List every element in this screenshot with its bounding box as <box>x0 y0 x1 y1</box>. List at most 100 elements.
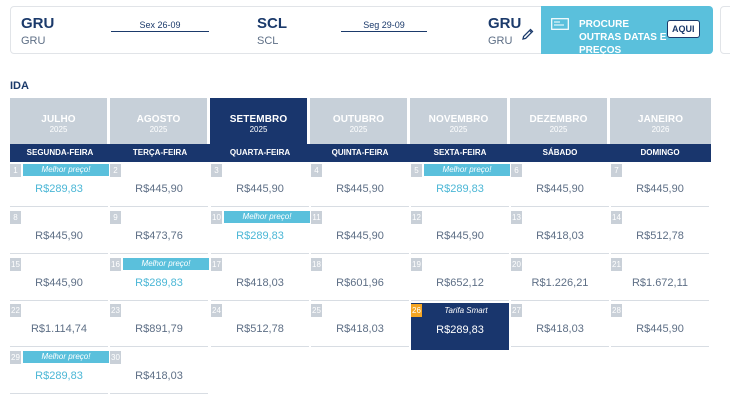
best-price-badge: Melhor preço! <box>123 258 209 270</box>
destination: SCL SCL <box>257 15 287 48</box>
fare-price: R$289,83 <box>436 183 484 195</box>
weekday-label: SEXTA-FEIRA <box>433 148 487 157</box>
next-card-edge <box>720 6 730 54</box>
day-number: 30 <box>110 351 121 364</box>
fare-price: R$512,78 <box>636 230 684 242</box>
calendar-day-cell[interactable]: 8 R$445,90 <box>10 210 108 254</box>
calendar-day-cell[interactable]: 6 R$445,90 <box>511 163 609 207</box>
day-number: 15 <box>10 258 21 271</box>
fare-price: R$289,83 <box>135 277 183 289</box>
month-name: JULHO <box>41 114 76 125</box>
calendar-day-cell[interactable]: 27 R$418,03 <box>511 303 609 347</box>
day-number: 21 <box>611 258 622 271</box>
day-number: 2 <box>110 164 121 177</box>
tab-month-janeiro[interactable]: JANEIRO 2026 <box>610 98 711 144</box>
month-year: 2025 <box>249 125 268 134</box>
calendar-day-cell[interactable]: 5 Melhor preço! R$289,83 <box>411 163 510 207</box>
calendar-day-cell[interactable]: 3 R$445,90 <box>211 163 309 207</box>
calendar-day-cell[interactable]: 17 R$418,03 <box>211 257 309 301</box>
calendar-price-icon <box>551 18 569 30</box>
calendar-day-cell[interactable]: 24 R$512,78 <box>211 303 309 347</box>
fare-price: R$445,90 <box>336 183 384 195</box>
calendar-day-cell[interactable]: 2 R$445,90 <box>110 163 208 207</box>
best-price-badge: Melhor preço! <box>23 164 109 176</box>
day-number: 7 <box>611 164 622 177</box>
calendar-day-cell[interactable]: 21 R$1.672,11 <box>611 257 709 301</box>
fare-price: R$418,03 <box>536 230 584 242</box>
calendar-day-cell[interactable]: 12 R$445,90 <box>411 210 509 254</box>
fare-price: R$1.672,11 <box>631 277 689 289</box>
best-price-badge: Melhor preço! <box>424 164 510 176</box>
weekday-header: SEGUNDA-FEIRA TERÇA-FEIRA QUARTA-FEIRA Q… <box>10 144 711 162</box>
fare-price: R$445,90 <box>35 230 83 242</box>
month-year: 2025 <box>349 125 368 134</box>
month-name: OUTUBRO <box>332 114 385 125</box>
calendar-day-cell[interactable]: 16 Melhor preço! R$289,83 <box>110 257 209 301</box>
day-number: 17 <box>211 258 222 271</box>
return-date[interactable]: Seg 29-09 <box>341 20 427 32</box>
day-number: 27 <box>511 304 522 317</box>
fare-price: R$418,03 <box>135 370 183 382</box>
day-number: 26 <box>411 304 422 317</box>
origin-name: GRU <box>21 35 46 47</box>
day-number: 9 <box>110 211 121 224</box>
calendar-day-cell[interactable]: 25 R$418,03 <box>311 303 409 347</box>
promo-text: PROCURE OUTRAS DATAS E PREÇOS <box>579 19 667 56</box>
search-other-dates-banner[interactable]: PROCURE OUTRAS DATAS E PREÇOS AQUI <box>541 6 713 56</box>
tab-month-agosto[interactable]: AGOSTO 2025 <box>110 98 207 144</box>
day-number: 16 <box>110 258 121 271</box>
calendar-day-cell[interactable]: 30 R$418,03 <box>110 350 208 394</box>
tab-month-setembro[interactable]: SETEMBRO 2025 <box>210 98 307 144</box>
day-number: 13 <box>511 211 522 224</box>
day-number: 6 <box>511 164 522 177</box>
day-number: 14 <box>611 211 622 224</box>
fare-price: R$289,83 <box>436 324 484 336</box>
depart-date[interactable]: Sex 26-09 <box>111 20 209 32</box>
calendar-day-cell[interactable]: 11 R$445,90 <box>311 210 409 254</box>
calendar-day-cell[interactable]: 20 R$1.226,21 <box>511 257 609 301</box>
day-number: 18 <box>311 258 322 271</box>
calendar-day-cell[interactable]: 18 R$601,96 <box>311 257 409 301</box>
calendar-day-cell[interactable]: 13 R$418,03 <box>511 210 609 254</box>
calendar-day-cell[interactable]: 4 R$445,90 <box>311 163 409 207</box>
day-number: 20 <box>511 258 522 271</box>
calendar-day-cell[interactable]: 26 Tarifa Smart R$289,83 <box>411 303 509 350</box>
day-number: 24 <box>211 304 222 317</box>
day-number: 22 <box>10 304 21 317</box>
calendar-day-cell[interactable]: 9 R$473,76 <box>110 210 208 254</box>
pencil-icon[interactable] <box>521 27 535 41</box>
fare-price: R$601,96 <box>336 277 384 289</box>
day-number: 8 <box>10 211 21 224</box>
month-year: 2026 <box>651 125 670 134</box>
fare-price: R$445,90 <box>236 183 284 195</box>
day-number: 10 <box>211 211 222 224</box>
fare-price: R$445,90 <box>536 183 584 195</box>
weekday-label: QUINTA-FEIRA <box>331 148 389 157</box>
month-name: AGOSTO <box>136 114 181 125</box>
calendar-day-cell[interactable]: 15 R$445,90 <box>10 257 108 301</box>
day-number: 25 <box>311 304 322 317</box>
weekday-label: TERÇA-FEIRA <box>132 148 188 157</box>
fare-price: R$445,90 <box>336 230 384 242</box>
tab-month-novembro[interactable]: NOVEMBRO 2025 <box>410 98 507 144</box>
weekday-label: DOMINGO <box>640 148 680 157</box>
tab-month-outubro[interactable]: OUTUBRO 2025 <box>310 98 407 144</box>
tab-month-julho[interactable]: JULHO 2025 <box>10 98 107 144</box>
calendar-day-cell[interactable]: 29 Melhor preço! R$289,83 <box>10 350 109 394</box>
calendar-day-cell[interactable]: 23 R$891,79 <box>110 303 208 347</box>
origin: GRU GRU <box>21 15 54 48</box>
calendar-day-cell[interactable]: 28 R$445,90 <box>611 303 709 347</box>
fare-price: R$512,78 <box>236 323 284 335</box>
calendar-day-cell[interactable]: 14 R$512,78 <box>611 210 709 254</box>
tab-month-dezembro[interactable]: DEZEMBRO 2025 <box>510 98 607 144</box>
calendar-day-cell[interactable]: 10 Melhor preço! R$289,83 <box>211 210 310 254</box>
aqui-button[interactable]: AQUI <box>667 20 700 38</box>
calendar-day-cell[interactable]: 22 R$1.114,74 <box>10 303 108 347</box>
calendar-day-cell[interactable]: 7 R$445,90 <box>611 163 709 207</box>
calendar-day-cell[interactable]: 19 R$652,12 <box>411 257 509 301</box>
return-code: GRU <box>488 15 522 32</box>
month-year: 2025 <box>49 125 68 134</box>
calendar-day-cell[interactable]: 1 Melhor preço! R$289,83 <box>10 163 109 207</box>
fare-price: R$289,83 <box>35 370 83 382</box>
